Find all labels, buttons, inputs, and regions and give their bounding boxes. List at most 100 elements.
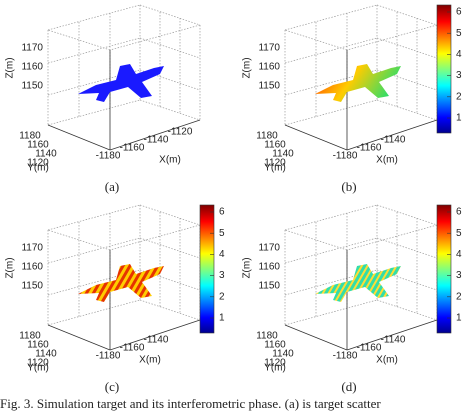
y-axis-label: Y(m) <box>264 163 286 174</box>
aircraft <box>315 64 401 102</box>
x-tick-label: -1160 <box>357 343 382 354</box>
panel-label: (c) <box>105 379 119 394</box>
z-axis-label: Z(m) <box>242 57 253 78</box>
y-tick-label: 1160 <box>264 340 286 351</box>
x-tick-label: -1140 <box>144 135 169 146</box>
grid-line <box>376 299 438 321</box>
aircraft <box>78 264 164 302</box>
colorbar <box>436 4 452 134</box>
grid-line <box>47 37 141 64</box>
z-tick-label: 1160 <box>21 62 43 73</box>
colorbar-tick-label: 1 <box>456 113 462 124</box>
colorbar-tick-label: 2 <box>219 291 225 302</box>
panel: 117011601150Z(m)1180116011401120Y(m)-118… <box>242 4 462 194</box>
z-tick-label: 1150 <box>258 281 280 292</box>
colorbar-tick-label: 5 <box>456 28 462 39</box>
grid-line <box>47 99 141 126</box>
y-axis-label: Y(m) <box>264 363 286 374</box>
y-tick-label: 1180 <box>256 131 278 142</box>
axis-line <box>346 319 438 351</box>
grid-line <box>47 229 111 251</box>
grid-line <box>139 204 201 226</box>
x-tick-label: -1180 <box>333 151 358 162</box>
grid-line <box>376 237 438 259</box>
y-axis-label: Y(m) <box>27 163 49 174</box>
grid-line <box>376 4 438 26</box>
grid-line <box>376 37 438 59</box>
grid-line <box>284 37 378 64</box>
axis-line <box>346 119 438 151</box>
y-tick-label: 1120 <box>264 358 286 369</box>
x-tick-label: -1180 <box>333 351 358 362</box>
grid-line <box>139 37 201 59</box>
y-tick-label: 1120 <box>264 158 286 169</box>
grid-line <box>109 24 201 51</box>
grid-line <box>47 29 111 51</box>
y-tick-label: 1180 <box>19 131 41 142</box>
grid-line <box>47 299 141 326</box>
z-axis-label: Z(m) <box>242 257 253 278</box>
x-tick-label: -1160 <box>357 143 382 154</box>
axis-line <box>47 124 111 151</box>
grid-line <box>284 237 378 264</box>
y-tick-label: 1140 <box>272 349 294 360</box>
colorbar-tick-label: 3 <box>456 70 462 81</box>
grid-line <box>284 29 348 51</box>
y-tick-label: 1120 <box>27 358 49 369</box>
colorbar-tick-label: 6 <box>456 7 462 18</box>
x-axis-label: X(m) <box>376 155 398 166</box>
grid-line <box>346 224 438 251</box>
z-tick-label: 1170 <box>21 243 43 254</box>
grid-line <box>47 204 141 231</box>
colorbar-tick-label: 4 <box>456 249 462 260</box>
colorbar-tick-label: 1 <box>219 313 225 324</box>
axis-line <box>109 319 201 351</box>
aircraft <box>315 264 401 302</box>
grid-line <box>284 299 378 326</box>
y-tick-label: 1140 <box>35 149 57 160</box>
panel: 117011601150Z(m)1180116011401120Y(m)-118… <box>5 204 225 394</box>
y-tick-label: 1140 <box>35 349 57 360</box>
colorbar-tick-label: 5 <box>456 228 462 239</box>
z-tick-label: 1160 <box>21 262 43 273</box>
x-axis-label: X(m) <box>159 155 181 166</box>
colorbar-tick-label: 4 <box>219 249 225 260</box>
x-tick-label: -1160 <box>120 343 145 354</box>
axis-line <box>284 124 348 151</box>
y-tick-label: 1160 <box>264 140 286 151</box>
grid-line <box>139 99 201 121</box>
axis-line <box>47 324 111 351</box>
grid-line <box>376 204 438 226</box>
colorbar-tick-label: 6 <box>456 207 462 218</box>
grid-line <box>109 224 201 251</box>
colorbar-tick-label: 5 <box>219 228 225 239</box>
grid-line <box>139 4 201 26</box>
panel: 117011601150Z(m)1180116011401120Y(m)-118… <box>5 4 201 194</box>
colorbar <box>199 204 215 334</box>
z-tick-label: 1150 <box>258 81 280 92</box>
z-tick-label: 1150 <box>21 281 43 292</box>
grid-line <box>139 237 201 259</box>
y-tick-label: 1180 <box>19 331 41 342</box>
colorbar-tick-label: 1 <box>456 313 462 324</box>
figure-caption: Fig. 3. Simulation target and its interf… <box>0 396 381 411</box>
x-tick-label: -1160 <box>120 143 145 154</box>
z-tick-label: 1160 <box>258 62 280 73</box>
z-tick-label: 1170 <box>258 243 280 254</box>
x-axis-label: X(m) <box>139 355 161 366</box>
colorbar-tick-label: 6 <box>219 207 225 218</box>
colorbar-tick-label: 3 <box>456 270 462 281</box>
grid-line <box>284 229 348 251</box>
x-tick-label: -1140 <box>144 335 169 346</box>
x-tick-label: -1140 <box>381 135 406 146</box>
grid-line <box>284 204 378 231</box>
x-tick-label: -1180 <box>96 151 121 162</box>
x-axis-label: X(m) <box>376 355 398 366</box>
x-tick-label: -1140 <box>381 335 406 346</box>
y-axis-label: Y(m) <box>27 363 49 374</box>
grid-line <box>47 4 141 31</box>
y-tick-label: 1120 <box>27 158 49 169</box>
grid-line <box>376 99 438 121</box>
grid-line <box>346 24 438 51</box>
